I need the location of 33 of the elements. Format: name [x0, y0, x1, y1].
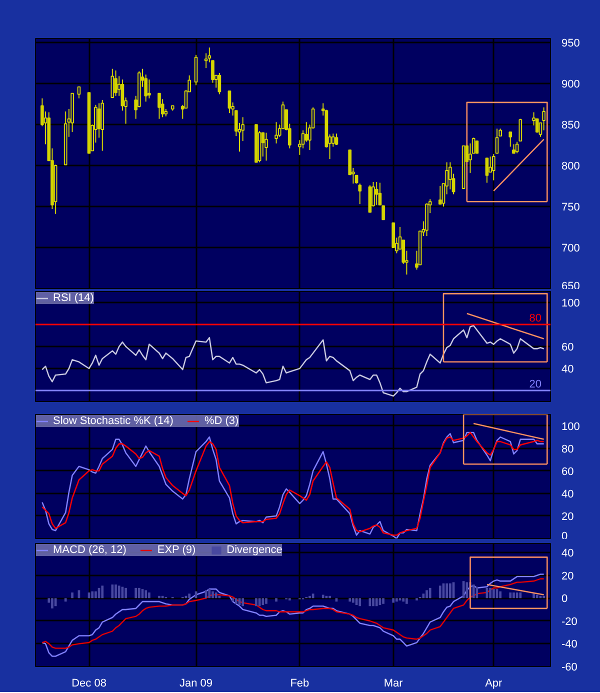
x-tick-label: Feb [290, 678, 310, 690]
y-tick-label: 850 [562, 120, 580, 132]
y-tick-label: 100 [562, 298, 580, 310]
y-tick-label: 0 [562, 593, 568, 606]
legend-label: Divergence [226, 544, 282, 556]
x-tick-label: Dec 08 [72, 678, 106, 690]
x-tick-label: Mar [384, 678, 404, 690]
y-tick-label: 80 [562, 443, 574, 456]
y-tick-label: 800 [562, 160, 580, 173]
y-tick-label: 40 [562, 548, 574, 560]
y-tick-label: 40 [562, 364, 574, 376]
y-tick-label: 900 [562, 78, 580, 91]
ref-line-label: 20 [529, 378, 542, 390]
y-tick-label: 950 [562, 38, 580, 50]
x-tick-label: Apr [485, 678, 503, 690]
y-tick-label: 750 [562, 202, 580, 214]
y-tick-label: 20 [562, 510, 574, 523]
y-tick-label: -20 [562, 616, 578, 628]
y-tick-label: 100 [562, 420, 580, 433]
y-tick-label: -60 [562, 662, 578, 674]
x-tick-label: Jan 09 [180, 678, 213, 690]
ref-line-label: 80 [529, 312, 542, 324]
y-tick-label: 60 [562, 342, 574, 354]
y-tick-label: 60 [562, 466, 574, 478]
y-tick-label: 700 [562, 242, 580, 255]
y-tick-label: 40 [562, 488, 574, 500]
legend-label: EXP (9) [157, 544, 196, 556]
legend-label: %D (3) [204, 415, 239, 427]
legend-label: Slow Stochastic %K (14) [53, 415, 174, 427]
legend-label: MACD (26, 12) [53, 544, 126, 556]
y-tick-label: -40 [562, 638, 578, 651]
legend-label: RSI (14) [53, 292, 94, 304]
y-tick-label: 20 [562, 570, 574, 582]
